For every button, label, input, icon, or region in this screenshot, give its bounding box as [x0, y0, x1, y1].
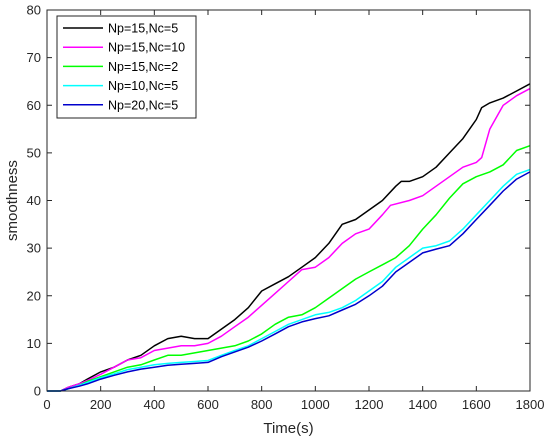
x-tick-label: 1000	[301, 397, 330, 412]
x-tick-label: 0	[43, 397, 50, 412]
x-tick-label: 1200	[355, 397, 384, 412]
legend: Np=15,Nc=5 Np=15,Nc=10 Np=15,Nc=2 Np=10,Nc=…	[56, 15, 197, 119]
series-line-5	[47, 171, 531, 392]
y-tick-label: 80	[27, 3, 41, 18]
y-tick-label: 50	[27, 145, 41, 160]
x-tick-label: 1400	[408, 397, 437, 412]
y-tick-label: 70	[27, 50, 41, 65]
y-tick-label: 20	[27, 288, 41, 303]
x-axis-label: Time(s)	[263, 420, 313, 437]
plot-lines	[47, 83, 531, 392]
x-tick-label: 1600	[462, 397, 491, 412]
legend-label: Np=15,Nc=10	[108, 41, 185, 55]
legend-label: Np=15,Nc=5	[108, 22, 178, 36]
y-axis-label: smoothness	[4, 160, 21, 241]
series-line-4	[47, 168, 531, 392]
series-line-3	[47, 144, 531, 392]
series-line-1	[47, 83, 531, 392]
x-tick-label: 600	[197, 397, 219, 412]
x-tick-label: 400	[143, 397, 165, 412]
axis-ticks: 0 200 400 600 800 1000 1200 1400 1600 1800 0 10 20 30…	[27, 3, 545, 413]
legend-label: Np=20,Nc=5	[108, 98, 178, 112]
x-tick-label: 200	[90, 397, 112, 412]
y-tick-label: 60	[27, 98, 41, 113]
y-tick-label: 10	[27, 336, 41, 351]
x-tick-label: 800	[251, 397, 273, 412]
x-tick-label: 1800	[516, 397, 545, 412]
legend-label: Np=10,Nc=5	[108, 79, 178, 93]
y-tick-label: 30	[27, 241, 41, 256]
legend-label: Np=15,Nc=2	[108, 60, 178, 74]
y-tick-label: 40	[27, 193, 41, 208]
y-tick-label: 0	[34, 384, 41, 399]
series-line-2	[47, 87, 531, 392]
